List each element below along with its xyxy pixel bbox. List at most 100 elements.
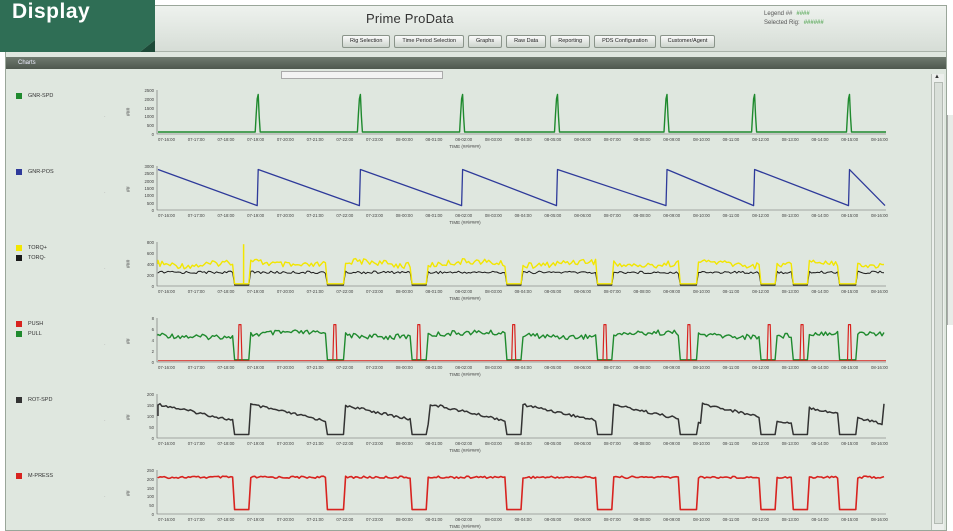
x-tick-label: 08-08:00 (633, 213, 651, 218)
x-tick-label: 07-18:00 (217, 365, 235, 370)
selected-rig-label: Selected Rig: (764, 20, 800, 26)
x-tick-label: 07-22:00 (336, 213, 354, 218)
x-tick-label: 08-12:00 (752, 365, 770, 370)
chart-axis (156, 470, 886, 515)
x-tick-label: 08-16:00 (870, 517, 888, 522)
x-tick-label: 08-14:00 (811, 517, 829, 522)
vertical-scrollbar[interactable]: ▲ (931, 74, 944, 530)
legend-label: M-PRESS (28, 473, 54, 479)
legend-label: PUSH (28, 321, 44, 327)
y-tick-label: 1000 (144, 193, 154, 199)
nav-reporting-button[interactable]: Reporting (550, 35, 591, 48)
chart-row: TORQ+ TORQ- · ### 800 600 400 200 0 07-16:00 07-17… (6, 238, 924, 314)
chart-legend-entry[interactable]: ROT-SPD (16, 396, 52, 404)
x-tick-label: 08-00:00 (395, 365, 413, 370)
x-tick-label: 08-15:00 (841, 365, 859, 370)
legend-label: PULL (28, 331, 42, 337)
scroll-up-arrow-icon[interactable]: ▲ (934, 74, 940, 80)
legend-swatch (16, 255, 22, 261)
x-tick-label: 07-23:00 (366, 289, 383, 294)
app-window: Prime ProData Legend ## #### Selected Rig… (5, 5, 947, 531)
y-tick-label: 2500 (144, 88, 154, 93)
x-tick-label: 07-19:00 (247, 365, 265, 370)
y-axis-label: ### (126, 259, 132, 268)
display-overlay-tab: Display (0, 0, 155, 52)
chart-legend-entry[interactable]: PUSH (16, 320, 43, 328)
x-axis-label: TIME (##/####) (449, 448, 481, 453)
horizontal-scrollbar[interactable] (281, 71, 443, 79)
push-spike (846, 324, 853, 361)
nav-customer-agent-button[interactable]: Customer/Agent (659, 35, 716, 48)
chart-plot (156, 394, 886, 439)
x-tick-label: 08-03:00 (484, 517, 502, 522)
y-tick-label: 600 (146, 251, 154, 256)
x-tick-label: 07-23:00 (366, 365, 383, 370)
chart-marker: · (104, 190, 106, 196)
x-tick-label: 08-02:00 (455, 213, 473, 218)
chart-legend-entry[interactable]: M-PRESS (16, 472, 53, 480)
x-axis-label: TIME (##/####) (449, 296, 481, 301)
chart-legend-entry[interactable]: GNR-SPD (16, 92, 53, 100)
chart-legend-entry[interactable]: TORQ- (16, 254, 46, 262)
display-overlay-label: Display (12, 0, 91, 23)
y-tick-label: 500 (146, 200, 154, 206)
chart-legend-entry[interactable]: PULL (16, 330, 42, 338)
x-tick-label: 07-23:00 (366, 213, 383, 218)
y-tick-label: 150 (146, 485, 154, 491)
nav-raw-data-button[interactable]: Raw Data (506, 35, 547, 48)
chart-row: M-PRESS · ## 250 200 150 100 50 0 07-16:00 07-17:0… (6, 466, 924, 530)
x-tick-label: 08-14:00 (811, 213, 829, 218)
x-tick-label: 07-20:00 (276, 289, 294, 294)
x-tick-label: 08-10:00 (692, 365, 710, 370)
chart-row: GNR-SPD · ### 2500 2000 1500 1000 500 0 07-16:00 0… (6, 86, 924, 162)
legend-label: TORQ+ (28, 245, 48, 251)
x-tick-label: 08-09:00 (663, 137, 681, 142)
x-tick-label: 08-14:00 (811, 289, 829, 294)
torq-minus-line (157, 270, 885, 286)
y-tick-label: 0 (151, 360, 154, 365)
chart-legend-entry[interactable]: GNR-POS (16, 168, 54, 176)
x-tick-label: 08-09:00 (663, 289, 681, 294)
x-axis-ticks: 07-16:00 07-17:00 07-18:00 07-19:00 07-20:00… (158, 365, 888, 370)
y-tick-label: 0 (151, 512, 154, 517)
pull-line (157, 329, 885, 361)
nav-rig-selection-button[interactable]: Rig Selection (342, 35, 391, 48)
side-panel-edge (947, 115, 953, 325)
app-title: Prime ProData (366, 11, 454, 26)
x-axis-label: TIME (##/####) (449, 372, 481, 377)
push-spike (602, 324, 608, 361)
x-tick-label: 07-22:00 (336, 289, 354, 294)
y-tick-label: 1500 (144, 105, 154, 111)
y-tick-label: 0 (151, 284, 154, 289)
y-tick-label: 50 (149, 503, 154, 509)
y-tick-label: 3000 (144, 164, 154, 169)
legend-label: GNR-POS (28, 169, 54, 175)
x-tick-label: 07-20:00 (276, 137, 294, 142)
x-tick-label: 08-11:00 (722, 213, 740, 218)
gnr-pos-line (157, 168, 886, 207)
x-tick-label: 08-09:00 (663, 441, 681, 446)
header-bar: Prime ProData Legend ## #### Selected Rig… (6, 6, 946, 52)
x-tick-label: 08-06:00 (574, 213, 592, 218)
x-tick-label: 08-02:00 (455, 441, 473, 446)
x-tick-label: 08-12:00 (752, 289, 770, 294)
x-tick-label: 08-07:00 (603, 365, 621, 370)
chart-legend-entry[interactable]: TORQ+ (16, 244, 47, 252)
x-tick-label: 07-22:00 (336, 137, 354, 142)
push-spike (237, 324, 243, 361)
x-tick-label: 07-16:00 (158, 441, 175, 446)
chart-plot (156, 90, 886, 135)
scrollbar-thumb[interactable] (934, 82, 943, 524)
push-spike (766, 324, 772, 361)
x-tick-label: 08-02:00 (455, 137, 473, 142)
nav-pds-configuration-button[interactable]: PDS Configuration (594, 35, 656, 48)
x-tick-label: 08-04:00 (514, 441, 532, 446)
y-axis-label: ## (126, 338, 132, 344)
push-spike (332, 324, 338, 361)
x-tick-label: 08-04:00 (514, 289, 532, 294)
nav-graphs-button[interactable]: Graphs (468, 35, 503, 48)
nav-time-period-button[interactable]: Time Period Selection (394, 35, 465, 48)
y-tick-label: 500 (146, 123, 154, 129)
x-tick-label: 08-04:00 (514, 365, 532, 370)
x-tick-label: 07-22:00 (336, 441, 354, 446)
